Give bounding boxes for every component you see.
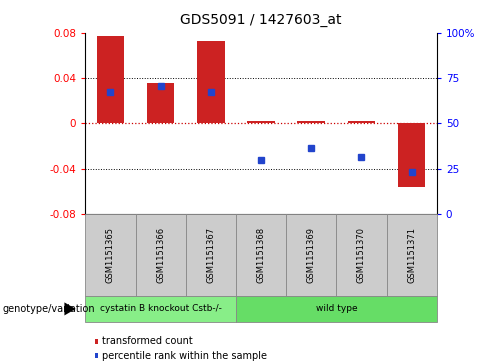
Text: GSM1151367: GSM1151367 <box>206 227 215 283</box>
Polygon shape <box>64 302 76 315</box>
Text: GSM1151371: GSM1151371 <box>407 227 416 283</box>
Text: GSM1151369: GSM1151369 <box>307 227 316 283</box>
Text: cystatin B knockout Cstb-/-: cystatin B knockout Cstb-/- <box>100 305 222 313</box>
Text: GSM1151370: GSM1151370 <box>357 227 366 283</box>
Bar <box>97 36 124 123</box>
Bar <box>347 121 375 123</box>
Text: GSM1151366: GSM1151366 <box>156 227 165 283</box>
Text: percentile rank within the sample: percentile rank within the sample <box>102 351 267 361</box>
Bar <box>197 41 224 123</box>
Bar <box>147 83 175 123</box>
Bar <box>247 121 275 123</box>
Bar <box>298 121 325 123</box>
Text: GSM1151368: GSM1151368 <box>257 227 265 283</box>
Text: wild type: wild type <box>316 305 357 313</box>
Bar <box>398 123 426 187</box>
Text: transformed count: transformed count <box>102 336 193 346</box>
Text: GSM1151365: GSM1151365 <box>106 227 115 283</box>
Text: GDS5091 / 1427603_at: GDS5091 / 1427603_at <box>181 13 342 27</box>
Text: genotype/variation: genotype/variation <box>2 304 95 314</box>
